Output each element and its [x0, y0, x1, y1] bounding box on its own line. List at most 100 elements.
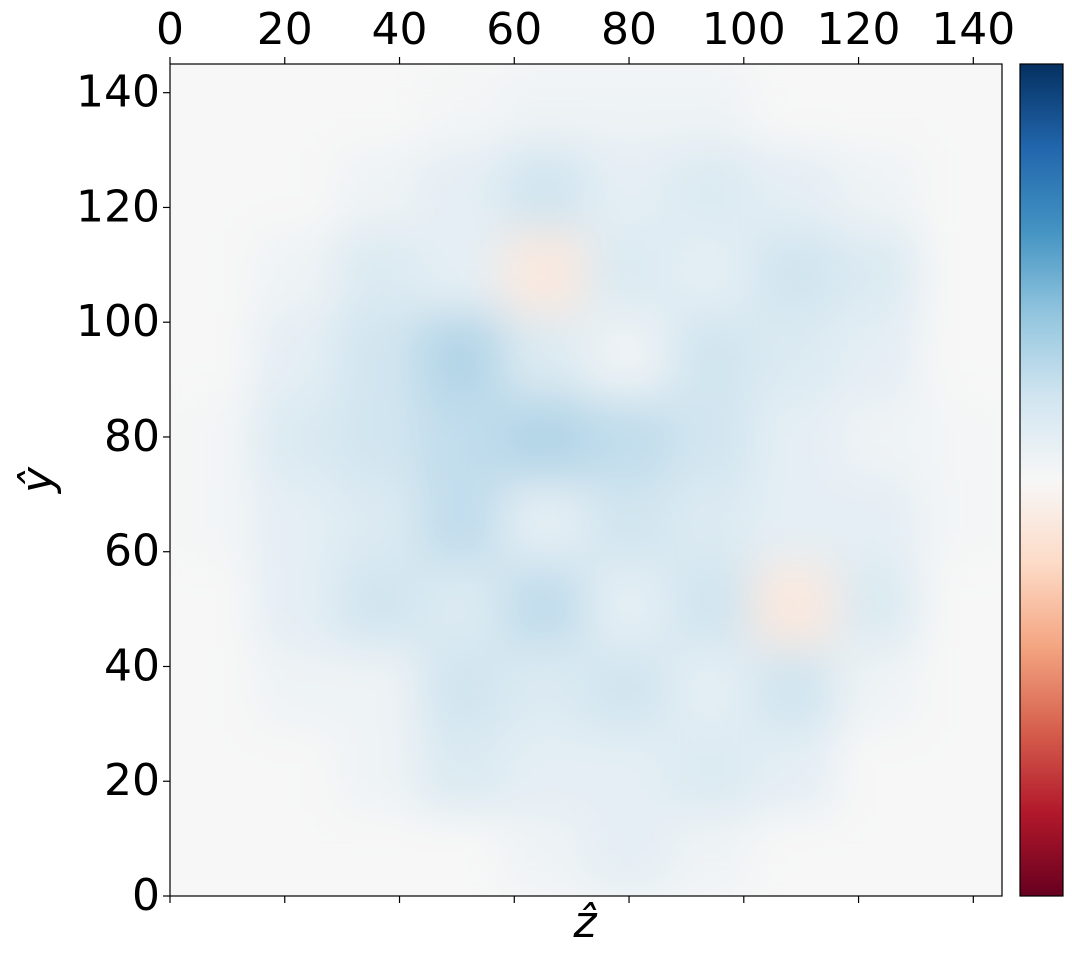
- x-tick-label: 80: [601, 4, 657, 55]
- heatmap-cell: [835, 313, 920, 398]
- heatmap-cell: [669, 64, 753, 148]
- y-axis-label: ŷ: [12, 466, 63, 495]
- heatmap-cell: [336, 646, 421, 731]
- heatmap-cell: [669, 563, 753, 647]
- heatmap-cell: [586, 480, 670, 564]
- heatmap-cell: [669, 147, 753, 231]
- heatmap-cell: [502, 147, 587, 231]
- heatmap-cell: [336, 313, 421, 398]
- heatmap-cell: [336, 230, 421, 315]
- heatmap-cell: [336, 563, 421, 647]
- heatmap-cell: [419, 396, 504, 481]
- heatmap-cell: [419, 812, 504, 896]
- heatmap-cell: [918, 230, 1002, 315]
- heatmap: [170, 64, 1002, 896]
- y-tick-label: 0: [132, 870, 160, 921]
- heatmap-cell: [170, 729, 254, 814]
- heatmap-cell: [170, 563, 254, 647]
- heatmap-cell: [502, 396, 587, 481]
- heatmap-cell: [502, 230, 587, 315]
- heatmap-cell: [336, 396, 421, 481]
- x-tick-label: 0: [156, 4, 184, 55]
- heatmap-cell: [586, 64, 670, 148]
- heatmap-cell: [835, 64, 920, 148]
- x-tick-label: 60: [486, 4, 542, 55]
- heatmap-cell: [669, 396, 753, 481]
- y-tick-label: 60: [104, 526, 160, 577]
- x-axis-label: ẑ: [572, 897, 597, 948]
- heatmap-cell: [835, 729, 920, 814]
- heatmap-cell: [419, 646, 504, 731]
- heatmap-cell: [253, 64, 337, 148]
- heatmap-cell: [253, 480, 337, 564]
- colorbar: [1019, 63, 1064, 897]
- plot-frame: [169, 63, 1003, 897]
- heatmap-cell: [918, 147, 1002, 231]
- heatmap-cell: [669, 646, 753, 731]
- heatmap-cell: [502, 563, 587, 647]
- heatmap-cell: [502, 812, 587, 896]
- heatmap-cell: [253, 147, 337, 231]
- heatmap-cell: [336, 480, 421, 564]
- heatmap-cell: [170, 147, 254, 231]
- heatmap-cell: [835, 480, 920, 564]
- heatmap-cell: [419, 147, 504, 231]
- heatmap-cell: [502, 729, 587, 814]
- heatmap-cell: [502, 64, 587, 148]
- heatmap-cell: [502, 480, 587, 564]
- heatmap-cell: [586, 230, 670, 315]
- heatmap-cell: [752, 812, 837, 896]
- x-tick-label: 120: [817, 4, 901, 55]
- x-tick-label: 100: [702, 4, 786, 55]
- heatmap-cell: [253, 313, 337, 398]
- heatmap-cell: [253, 563, 337, 647]
- heatmap-cell: [918, 480, 1002, 564]
- heatmap-cell: [586, 563, 670, 647]
- heatmap-cell: [419, 480, 504, 564]
- heatmap-cell: [336, 147, 421, 231]
- x-tick-label: 20: [257, 4, 313, 55]
- heatmap-cell: [253, 729, 337, 814]
- x-tick-label: 40: [372, 4, 428, 55]
- y-tick-label: 80: [104, 411, 160, 462]
- heatmap-cell: [170, 480, 254, 564]
- heatmap-cell: [918, 812, 1002, 896]
- heatmap-cell: [669, 480, 753, 564]
- heatmap-cell: [918, 563, 1002, 647]
- y-tick-label: 40: [104, 640, 160, 691]
- heatmap-cell: [918, 64, 1002, 148]
- heatmap-cell: [586, 729, 670, 814]
- y-tick-label: 20: [104, 755, 160, 806]
- heatmap-cell: [669, 812, 753, 896]
- y-tick-label: 140: [76, 67, 160, 118]
- heatmap-cell: [752, 147, 837, 231]
- heatmap-cell: [170, 646, 254, 731]
- heatmap-cell: [170, 313, 254, 398]
- heatmap-cell: [336, 812, 421, 896]
- heatmap-cell: [586, 396, 670, 481]
- heatmap-cell: [752, 480, 837, 564]
- heatmap-cell: [752, 230, 837, 315]
- heatmap-cell: [336, 729, 421, 814]
- heatmap-cell: [502, 646, 587, 731]
- heatmap-cell: [752, 313, 837, 398]
- heatmap-cell: [502, 313, 587, 398]
- heatmap-cell: [918, 313, 1002, 398]
- heatmap-cell: [752, 396, 837, 481]
- heatmap-cell: [752, 64, 837, 148]
- heatmap-cell: [419, 313, 504, 398]
- heatmap-cell: [586, 646, 670, 731]
- y-tick-label: 100: [76, 296, 160, 347]
- heatmap-cell: [752, 729, 837, 814]
- heatmap-cell: [170, 230, 254, 315]
- heatmap-cell: [835, 563, 920, 647]
- heatmap-cell: [918, 396, 1002, 481]
- heatmap-cell: [918, 729, 1002, 814]
- heatmap-cell: [419, 563, 504, 647]
- heatmap-cell: [419, 729, 504, 814]
- heatmap-cell: [835, 812, 920, 896]
- heatmap-cell: [669, 313, 753, 398]
- heatmap-cell: [835, 230, 920, 315]
- heatmap-cell: [586, 812, 670, 896]
